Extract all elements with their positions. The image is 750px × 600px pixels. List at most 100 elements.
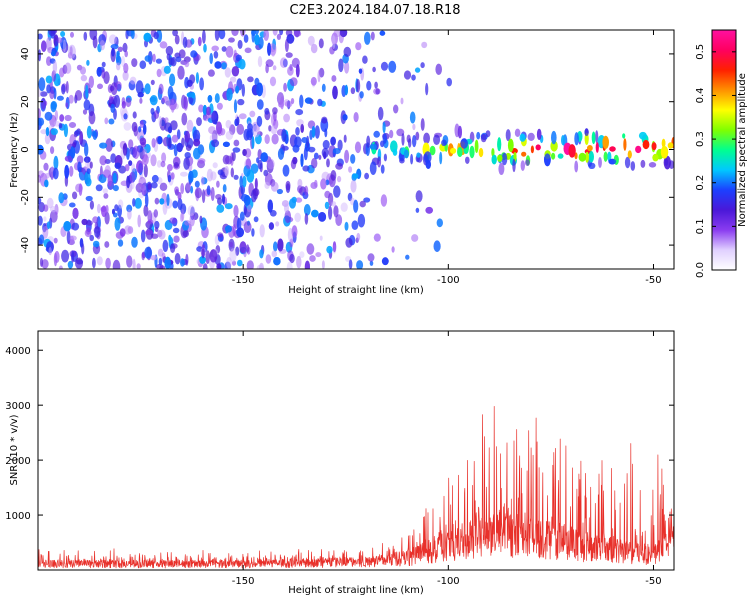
spectrogram-cell	[114, 204, 119, 212]
spectrogram-cell	[491, 154, 497, 165]
spectrogram-cell	[602, 135, 609, 149]
spectrogram-cell	[331, 75, 337, 82]
spectrogram-cell	[80, 74, 88, 82]
y-tick-label: 0	[20, 146, 31, 152]
spectrogram-cell	[86, 59, 90, 66]
spectrogram-cell	[485, 130, 491, 138]
spectrogram-cell	[457, 125, 462, 139]
spectrogram-cell	[512, 158, 516, 173]
spectrogram-cell	[235, 246, 240, 256]
spectrogram-cell	[311, 157, 318, 169]
spectrogram-cell	[624, 156, 631, 169]
spectrogram-cell	[150, 107, 155, 115]
spectrogram-cell	[363, 197, 371, 203]
colorbar-tick-label: 0.2	[695, 175, 706, 191]
spectrogram-cell	[49, 58, 56, 64]
spectrogram-cell	[333, 205, 339, 218]
spectrogram-cell	[436, 218, 443, 228]
spectrogram-cell	[348, 166, 353, 173]
spectrogram-cell	[342, 114, 348, 121]
spectrogram-cell	[245, 158, 252, 170]
y-tick-label: 40	[20, 48, 31, 61]
spectrogram-cell	[640, 159, 646, 168]
spectrogram-cell	[323, 151, 327, 160]
spectrogram-cell	[446, 77, 453, 87]
spectrogram-cell	[176, 142, 183, 153]
colorbar-frame	[711, 29, 737, 271]
spectrogram-cell	[292, 156, 298, 165]
spectrogram-cell	[215, 245, 221, 254]
spectrogram-cell	[183, 157, 190, 170]
spectrogram-cell	[69, 202, 76, 208]
spectrogram-cell	[433, 134, 441, 145]
spectrogram-cell	[143, 32, 152, 42]
spectrogram-cell	[237, 259, 243, 267]
spectrogram-cell	[46, 56, 52, 66]
spectrogram-cell	[41, 40, 47, 52]
spectrogram-cell	[423, 151, 432, 164]
spectrogram-cell	[65, 102, 69, 108]
spectrogram-cell	[53, 120, 61, 127]
spectrogram-cell	[108, 118, 115, 125]
spectrogram-cell	[214, 30, 220, 41]
spectrogram-cell	[375, 88, 380, 95]
spectrogram-cell	[207, 69, 215, 77]
spectrogram-cell	[100, 206, 107, 212]
spectrogram-cell	[339, 30, 348, 38]
spectrogram-cell	[170, 56, 177, 67]
spectrogram-cell	[393, 104, 399, 114]
spectrogram-x-label: Height of straight line (km)	[288, 285, 424, 296]
spectrogram-cell	[356, 232, 361, 241]
spectrogram-cell	[222, 193, 225, 205]
spectrogram-cell	[130, 181, 135, 190]
spectrogram-cell	[144, 83, 151, 95]
spectrogram-cell	[380, 164, 385, 174]
spectrogram-cell	[313, 152, 319, 160]
spectrogram-cell	[42, 225, 49, 239]
spectrogram-cell	[271, 133, 279, 145]
spectrogram-cell	[166, 53, 171, 61]
spectrogram-cell	[44, 133, 51, 145]
spectrogram-cell	[635, 145, 642, 154]
spectrogram-cell	[609, 146, 616, 152]
spectrogram-cell	[114, 162, 122, 169]
spectrogram-cell	[254, 34, 260, 46]
spectrogram-cell	[408, 138, 412, 148]
spectrogram-cell	[43, 204, 49, 212]
spectrogram-cell	[318, 154, 322, 160]
spectrogram-cell	[135, 80, 144, 95]
spectrogram-cell	[320, 178, 327, 190]
spectrogram-cell	[92, 257, 96, 269]
spectrogram-cell	[355, 42, 362, 51]
spectrogram-cell	[364, 172, 369, 180]
spectrogram-cell	[304, 260, 310, 269]
spectrogram-cell	[350, 154, 356, 164]
spectrogram-cell	[264, 173, 273, 186]
spectrogram-cell	[221, 46, 227, 52]
spectrogram-cell	[256, 264, 264, 269]
spectrogram-cell	[108, 95, 113, 104]
spectrogram-cell	[400, 97, 404, 105]
spectrogram-cell	[303, 146, 308, 161]
spectrogram-cell	[252, 124, 261, 138]
spectrogram-cell	[272, 65, 277, 71]
spectrogram-cell	[352, 173, 359, 179]
spectrogram-cell	[574, 160, 579, 173]
spectrogram-cell	[411, 74, 416, 81]
spectrogram-cell	[99, 142, 108, 149]
spectrogram-cell	[311, 209, 319, 218]
spectrogram-cell	[242, 175, 247, 188]
spectrogram-cell	[405, 254, 410, 260]
spectrogram-cell	[295, 127, 300, 136]
spectrogram-cell	[105, 138, 113, 152]
spectrogram-cell	[150, 182, 158, 189]
spectrogram-cell	[369, 161, 377, 175]
spectrogram-cell	[295, 64, 300, 78]
spectrogram-cell	[651, 142, 657, 151]
spectrogram-cell	[333, 185, 341, 198]
spectrogram-cell	[382, 121, 386, 134]
spectrogram-cell	[48, 247, 52, 256]
spectrogram-cell	[84, 156, 91, 163]
spectrogram-cell	[415, 131, 420, 141]
spectrogram-cell	[153, 209, 158, 218]
